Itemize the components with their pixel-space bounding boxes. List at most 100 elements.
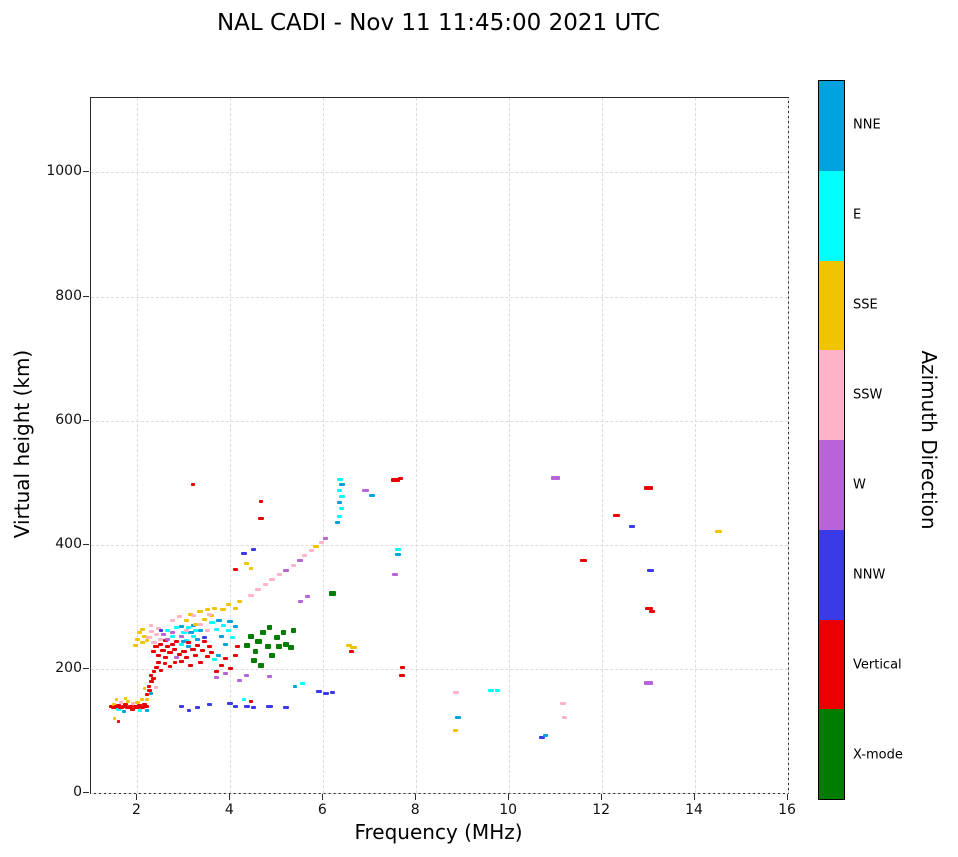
gridline-vertical	[695, 98, 697, 793]
data-point	[179, 659, 185, 663]
data-point	[179, 625, 185, 629]
data-point	[242, 698, 247, 702]
data-point	[250, 657, 257, 663]
data-point	[163, 662, 168, 666]
data-point	[179, 704, 185, 708]
plot-area	[90, 97, 789, 794]
x-tick-label: 2	[131, 802, 141, 818]
x-axis-tick	[601, 794, 603, 800]
data-point	[137, 708, 142, 712]
data-point	[186, 641, 192, 645]
data-point	[269, 578, 276, 582]
x-tick-label: 4	[224, 802, 234, 818]
data-point	[149, 623, 154, 627]
data-point	[169, 618, 175, 622]
data-point	[165, 628, 171, 632]
data-point	[262, 583, 268, 586]
y-axis-tick	[83, 792, 89, 793]
data-point	[230, 636, 236, 640]
x-axis-tick	[229, 794, 231, 800]
data-point	[139, 627, 145, 631]
y-tick-label: 200	[55, 659, 82, 676]
data-point	[330, 690, 336, 694]
x-axis-tick	[508, 794, 510, 800]
data-point	[329, 590, 337, 596]
x-tick-label: 8	[410, 802, 420, 818]
data-point	[399, 674, 406, 678]
data-point	[179, 635, 185, 639]
data-point	[202, 617, 208, 621]
data-point	[648, 610, 655, 614]
data-point	[144, 693, 149, 697]
data-point	[139, 640, 145, 644]
data-point	[153, 665, 159, 669]
data-point	[394, 553, 401, 557]
data-point	[644, 485, 654, 490]
data-point	[251, 548, 257, 552]
data-point	[254, 639, 262, 645]
data-point	[193, 628, 199, 632]
data-point	[213, 676, 219, 680]
data-point	[193, 622, 199, 626]
data-point	[281, 630, 287, 636]
data-point	[399, 666, 405, 670]
data-point	[297, 600, 303, 604]
data-point	[144, 708, 149, 712]
colorbar-category-label: NNE	[853, 117, 881, 133]
y-axis-tick	[83, 419, 89, 421]
data-point	[299, 682, 305, 686]
gridline-horizontal	[91, 420, 788, 422]
data-point	[158, 642, 164, 646]
data-point	[146, 636, 153, 640]
data-point	[251, 705, 257, 709]
data-point	[338, 494, 345, 498]
colorbar-segment-sse	[819, 260, 844, 351]
data-point	[130, 707, 136, 711]
data-point	[169, 631, 175, 635]
data-point	[276, 644, 283, 650]
data-point	[241, 551, 248, 555]
data-point	[361, 489, 369, 493]
data-point	[455, 715, 462, 719]
data-point	[542, 733, 548, 737]
data-point	[227, 702, 234, 706]
data-point	[206, 645, 212, 649]
data-point	[232, 625, 238, 629]
data-point	[204, 654, 210, 658]
data-point	[116, 704, 122, 707]
x-tick-label: 16	[778, 802, 796, 818]
data-point	[165, 637, 171, 641]
data-point	[121, 709, 126, 713]
data-point	[193, 653, 199, 657]
data-point	[158, 668, 163, 672]
data-point	[218, 663, 224, 667]
data-point	[249, 700, 254, 704]
gridline-horizontal	[91, 296, 788, 298]
data-point	[197, 628, 203, 632]
gridline-vertical	[602, 98, 604, 793]
data-point	[336, 478, 343, 482]
data-point	[119, 700, 124, 704]
data-point	[127, 704, 133, 708]
data-point	[176, 615, 182, 619]
data-point	[220, 607, 227, 611]
gridline-horizontal	[91, 172, 788, 174]
colorbar-category-label: NNW	[853, 567, 886, 583]
data-point	[153, 645, 160, 649]
data-point	[257, 516, 264, 520]
data-point	[452, 690, 459, 694]
data-point	[220, 623, 226, 627]
data-point	[130, 702, 135, 706]
data-point	[216, 653, 222, 657]
data-point	[181, 640, 187, 644]
colorbar-segment-nne	[819, 81, 844, 171]
data-point	[162, 656, 168, 660]
data-point	[244, 561, 250, 565]
data-point	[158, 628, 163, 632]
data-point	[237, 678, 243, 682]
data-point	[144, 638, 149, 642]
data-point	[209, 651, 215, 655]
data-point	[297, 559, 304, 563]
data-point	[243, 704, 250, 708]
data-point	[273, 635, 280, 641]
